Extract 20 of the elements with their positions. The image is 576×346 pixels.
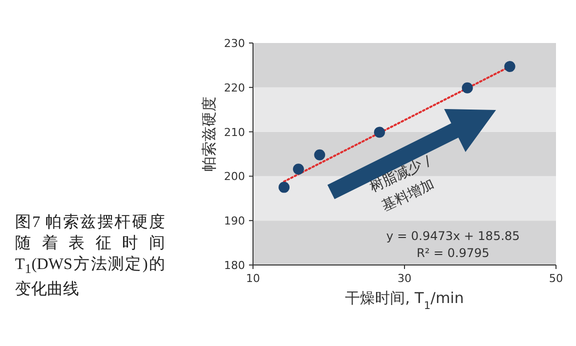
y-axis-title: 帕索兹硬度 <box>200 96 218 172</box>
text: 图7 帕索兹摆杆硬度随着表征时间 T$_{1}$(DWS方法测定)的变化曲线 <box>15 212 165 300</box>
annotation: y = 0.9473x + 185.85 <box>386 229 520 243</box>
point <box>278 182 290 193</box>
point <box>462 82 473 94</box>
y-tick-label: 180 <box>224 259 245 272</box>
x-axis-title: 干燥时间, T$_{1}$/min <box>345 289 464 312</box>
point <box>314 149 326 160</box>
x-tick-label: 30 <box>398 272 412 285</box>
y-tick-label: 210 <box>224 126 245 139</box>
y-tick-label: 230 <box>224 37 245 50</box>
x-tick-label: 50 <box>549 272 563 285</box>
y-tick-label: 220 <box>224 81 245 94</box>
x-tick-label: 10 <box>246 272 260 285</box>
y-tick-label: 190 <box>224 214 245 228</box>
point <box>504 61 516 72</box>
annotation: R² = 0.9795 <box>416 246 490 260</box>
point <box>374 126 386 138</box>
point <box>292 164 304 175</box>
y-tick-label: 200 <box>224 170 245 184</box>
